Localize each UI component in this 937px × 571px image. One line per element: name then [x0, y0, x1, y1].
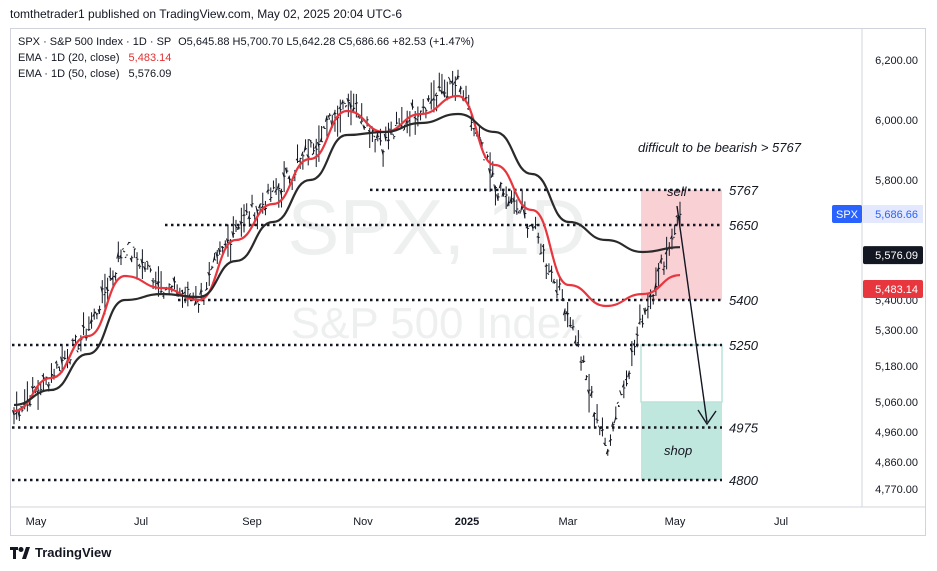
legend-symbol-line[interactable]: SPX · S&P 500 Index · 1D · SP O5,645.88 … [18, 36, 474, 48]
legend-ema50-line[interactable]: EMA · 1D (50, close) 5,576.09 [18, 68, 171, 80]
legend-ohlc: O5,645.88 H5,700.70 L5,642.28 C5,686.66 … [178, 36, 475, 48]
chart-frame [10, 28, 926, 536]
legend-ema20-label: EMA · 1D (20, close) [18, 52, 120, 64]
publisher-line: tomthetrader1 published on TradingView.c… [10, 7, 403, 21]
legend-ema20-value: 5,483.14 [128, 52, 172, 64]
tradingview-brand[interactable]: TradingView [10, 545, 111, 560]
brand-name: TradingView [35, 545, 112, 560]
tradingview-logo-icon [10, 546, 30, 559]
legend-ema50-label: EMA · 1D (50, close) [18, 68, 120, 80]
legend-symbol[interactable]: SPX · S&P 500 Index · 1D · SP [18, 36, 172, 48]
legend-ema50-value: 5,576.09 [128, 68, 172, 80]
legend-ema20-line[interactable]: EMA · 1D (20, close) 5,483.14 [18, 52, 171, 64]
